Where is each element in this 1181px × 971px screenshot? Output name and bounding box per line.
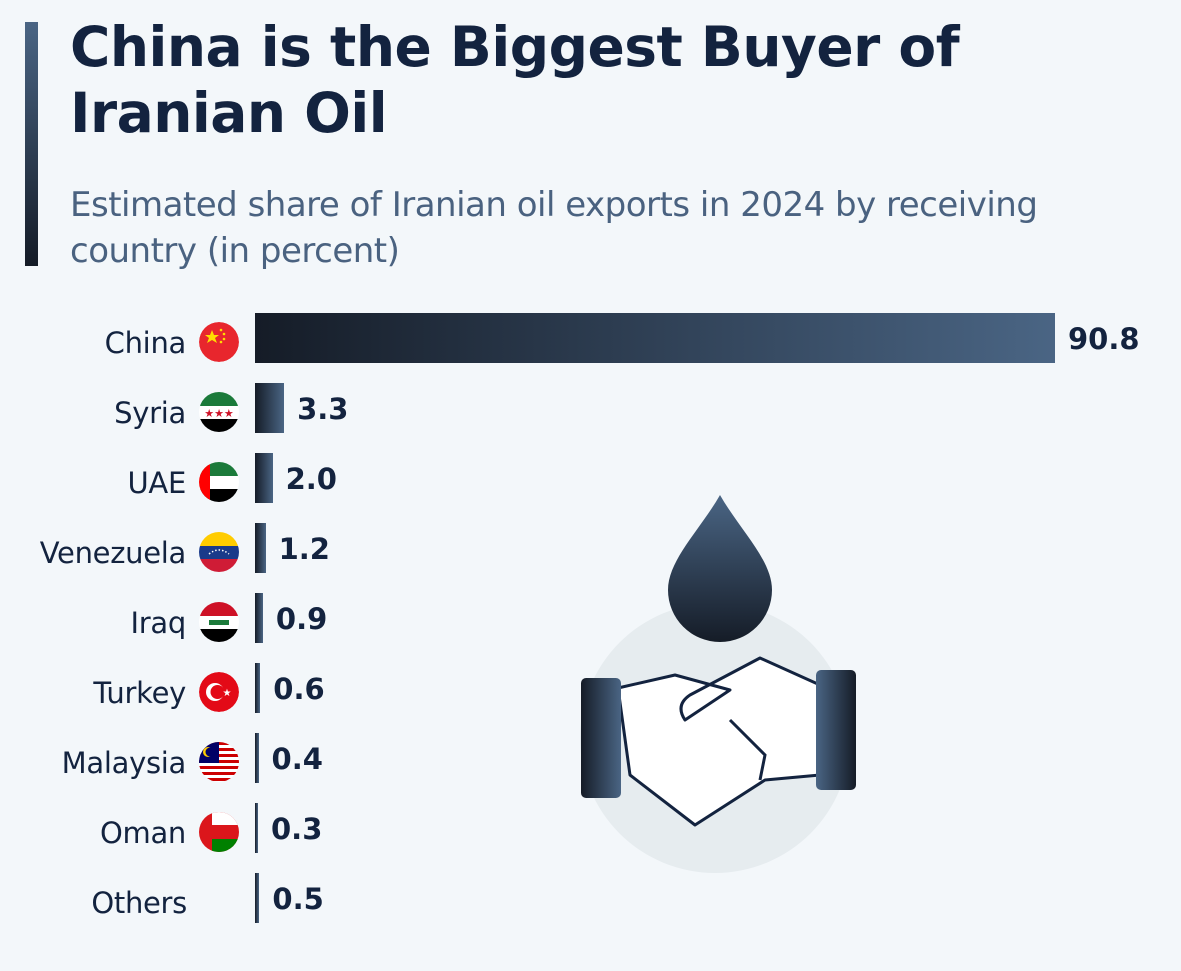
value-label: 1.2	[278, 532, 330, 566]
oman-flag-icon	[199, 812, 239, 852]
value-label: 3.3	[297, 392, 349, 426]
oil-drop-icon	[668, 495, 772, 642]
bar	[255, 313, 1055, 363]
svg-text:★: ★	[223, 688, 232, 699]
category-label: Syria	[114, 396, 186, 430]
chart-subtitle: Estimated share of Iranian oil exports i…	[70, 185, 1038, 271]
value-label: 0.4	[271, 742, 323, 776]
category-label: Turkey	[93, 676, 186, 710]
bar-row-turkey: Turkey ★ 0.6	[0, 658, 1181, 728]
bar-row-oman: Oman 0.3	[0, 798, 1181, 868]
bar	[255, 523, 266, 573]
turkey-flag-icon: ★	[199, 672, 239, 712]
bar	[255, 383, 285, 433]
malaysia-flag-icon	[199, 742, 239, 782]
category-label: Iraq	[130, 606, 187, 640]
value-label: 0.5	[272, 882, 324, 916]
category-label: Oman	[99, 816, 186, 850]
chart-title: China is the Biggest Buyer of Iranian Oi…	[70, 15, 960, 145]
value-label: 90.8	[1068, 322, 1140, 356]
bar	[255, 453, 273, 503]
category-label: Others	[91, 886, 187, 920]
bar-row-china: China 90.8	[0, 308, 1181, 378]
bar	[255, 873, 260, 923]
bar-row-others: Others 0.5	[0, 868, 1181, 938]
oil-handshake-illustration	[580, 495, 856, 873]
category-label: UAE	[127, 466, 187, 500]
iraq-flag-icon	[199, 602, 239, 642]
china-flag-icon	[199, 322, 239, 362]
bar-row-iraq: Iraq 0.9	[0, 588, 1181, 658]
bar	[255, 733, 259, 783]
bar-row-malaysia: Malaysia 0.4	[0, 728, 1181, 798]
uae-flag-icon	[199, 462, 239, 502]
category-label: China	[104, 326, 187, 360]
bar-row-syria: Syria ★★★ 3.3	[0, 378, 1181, 448]
syria-flag-icon: ★★★	[199, 392, 239, 432]
category-label: Venezuela	[39, 536, 187, 570]
venezuela-flag-icon	[199, 532, 239, 572]
title-accent-bar	[25, 22, 38, 266]
bar-row-venezuela: Venezuela 1.2	[0, 518, 1181, 588]
bar-row-uae: UAE 2.0	[0, 448, 1181, 518]
handshake-icon	[616, 656, 822, 827]
svg-text:★★★: ★★★	[204, 407, 234, 420]
bar	[255, 593, 263, 643]
value-label: 0.6	[273, 672, 325, 706]
bar	[255, 663, 261, 713]
value-label: 2.0	[285, 462, 337, 496]
value-label: 0.9	[275, 602, 328, 636]
value-label: 0.3	[271, 812, 323, 846]
category-label: Malaysia	[61, 746, 187, 780]
bar	[255, 803, 258, 853]
